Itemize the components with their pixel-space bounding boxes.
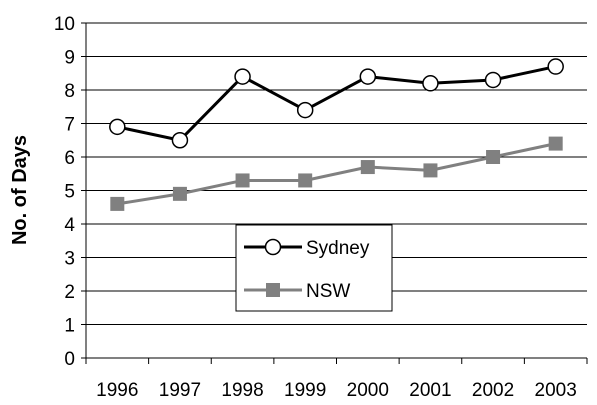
data-point-sydney <box>484 71 502 89</box>
x-tick-label: 2002 <box>472 380 514 401</box>
y-tick-label: 1 <box>64 316 75 337</box>
y-tick-label: 0 <box>64 349 75 370</box>
data-point-nsw <box>235 173 250 188</box>
data-point-nsw <box>423 163 438 178</box>
y-tick-label: 4 <box>64 215 75 236</box>
y-axis-label: No. of Days <box>9 135 31 245</box>
series-line-sydney <box>116 65 557 142</box>
series-line-nsw <box>117 142 557 206</box>
y-tick-label: 7 <box>64 115 75 136</box>
legend-box <box>235 224 393 312</box>
x-tick-label: 1997 <box>159 380 201 401</box>
x-tick-label: 1996 <box>96 380 138 401</box>
y-tick-label: 10 <box>54 14 75 35</box>
y-tick-label: 6 <box>64 148 75 169</box>
legend-marker-sydney <box>264 238 282 256</box>
x-tick-label: 2003 <box>535 380 577 401</box>
data-point-sydney <box>547 58 564 75</box>
y-tick-label: 8 <box>64 81 75 102</box>
data-point-sydney <box>359 68 377 85</box>
data-point-nsw <box>298 173 313 188</box>
y-tick-label: 9 <box>64 48 75 69</box>
x-tick-labels: 1996 1997 1998 1999 2000 2001 2002 2003 <box>85 358 588 401</box>
y-tick-label: 3 <box>64 249 75 270</box>
data-point-nsw <box>110 196 125 211</box>
legend: Sydney NSW <box>235 224 393 312</box>
data-point-sydney <box>109 118 126 136</box>
x-tick-label: 1999 <box>284 380 326 401</box>
legend-label-sydney: Sydney <box>306 238 370 259</box>
data-point-nsw <box>548 136 563 151</box>
data-point-sydney <box>422 75 439 92</box>
data-point-sydney <box>234 68 251 85</box>
series-group <box>109 58 564 211</box>
legend-label-nsw: NSW <box>306 281 350 302</box>
y-tick-label: 5 <box>64 182 75 203</box>
y-tick-label: 2 <box>64 282 75 303</box>
y-tick-labels: 0 1 2 3 4 5 6 7 8 9 10 <box>54 14 76 370</box>
data-point-sydney <box>296 101 314 119</box>
data-point-nsw <box>360 160 375 175</box>
data-point-nsw <box>172 186 187 201</box>
x-tick-label: 2001 <box>409 380 451 401</box>
legend-marker-nsw <box>266 283 280 297</box>
data-point-nsw <box>486 150 501 164</box>
x-tick-label: 2000 <box>347 380 389 401</box>
x-tick-label: 1998 <box>221 380 263 401</box>
data-point-sydney <box>171 132 189 149</box>
